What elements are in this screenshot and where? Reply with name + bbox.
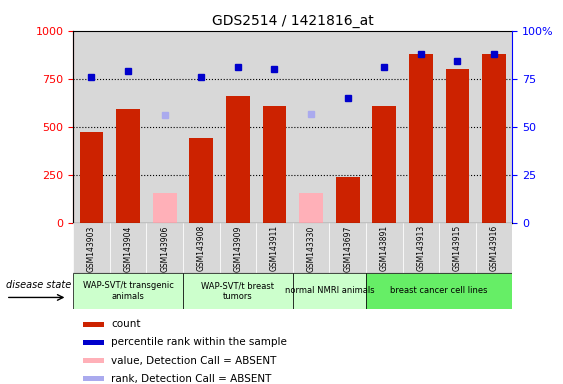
Bar [476,223,512,273]
Bar [329,31,366,223]
Bar [146,223,183,273]
Text: GSM143909: GSM143909 [234,225,242,271]
Bar [83,322,104,327]
Bar [299,193,323,223]
Bar [220,223,256,273]
Bar [293,273,366,309]
Text: value, Detection Call = ABSENT: value, Detection Call = ABSENT [111,356,276,366]
Bar [409,54,433,223]
Text: percentile rank within the sample: percentile rank within the sample [111,338,287,348]
Text: rank, Detection Call = ABSENT: rank, Detection Call = ABSENT [111,374,271,384]
Bar [83,376,104,381]
Bar [445,69,470,223]
Text: GSM143908: GSM143908 [197,225,205,271]
Text: GSM143913: GSM143913 [417,225,425,271]
Bar [293,31,329,223]
Bar [482,54,506,223]
Bar [110,31,146,223]
Bar [83,340,104,345]
Bar [256,223,293,273]
Bar [293,223,329,273]
Bar [73,223,110,273]
Bar [476,31,512,223]
Bar [403,31,439,223]
Text: GSM143911: GSM143911 [270,225,279,271]
Bar [366,273,512,309]
Bar [439,31,476,223]
Bar [153,193,177,223]
Bar [73,273,183,309]
Bar [79,132,104,223]
Bar [366,31,403,223]
Bar [256,31,293,223]
Text: WAP-SVT/t transgenic
animals: WAP-SVT/t transgenic animals [83,281,173,301]
Bar [146,31,183,223]
Text: GSM143916: GSM143916 [490,225,498,271]
Bar [83,358,104,363]
Bar [329,223,366,273]
Bar [226,96,250,223]
Text: normal NMRI animals: normal NMRI animals [284,286,374,295]
Text: GSM143697: GSM143697 [343,225,352,271]
Text: GSM143915: GSM143915 [453,225,462,271]
Bar [372,106,396,223]
Bar [366,223,403,273]
Bar [73,31,110,223]
Text: GSM143330: GSM143330 [307,225,315,271]
Bar [336,177,360,223]
Bar [183,223,220,273]
Text: disease state: disease state [6,280,71,290]
Bar [183,273,293,309]
Text: GSM143891: GSM143891 [380,225,388,271]
Bar [262,106,287,223]
Bar [439,223,476,273]
Bar [403,223,439,273]
Bar [220,31,256,223]
Text: count: count [111,319,140,329]
Bar [116,109,140,223]
Text: GSM143903: GSM143903 [87,225,96,271]
Bar [189,138,213,223]
Text: GSM143906: GSM143906 [160,225,169,271]
Text: WAP-SVT/t breast
tumors: WAP-SVT/t breast tumors [202,281,274,301]
Title: GDS2514 / 1421816_at: GDS2514 / 1421816_at [212,14,374,28]
Bar [110,223,146,273]
Bar [183,31,220,223]
Text: GSM143904: GSM143904 [124,225,132,271]
Text: breast cancer cell lines: breast cancer cell lines [390,286,488,295]
